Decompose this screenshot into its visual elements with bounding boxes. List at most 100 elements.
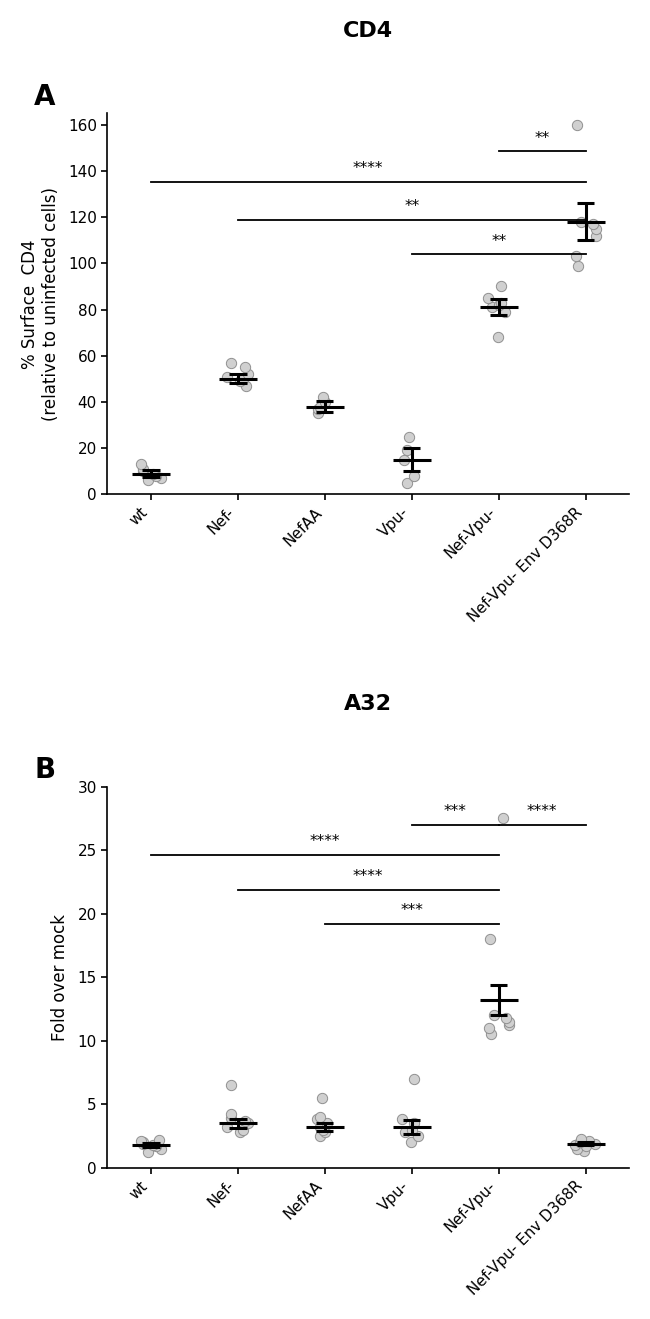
Point [487,297,497,318]
Point [320,1121,331,1142]
Point [573,255,584,276]
Point [138,459,148,480]
Point [580,1136,591,1157]
Point [136,454,146,475]
Point [576,211,586,232]
Point [402,472,412,493]
Point [222,1116,232,1137]
Point [584,1130,595,1151]
Point [571,115,582,136]
Point [156,468,166,489]
Point [237,1119,248,1140]
Point [396,1109,407,1130]
Y-axis label: Fold over mock: Fold over mock [51,914,70,1041]
Point [138,460,148,481]
Point [148,1134,159,1155]
Point [226,1075,236,1096]
Point [489,1005,499,1026]
Point [398,450,409,471]
Point [496,276,506,297]
Text: ***: *** [400,904,423,918]
Point [313,402,323,423]
Text: **: ** [534,131,550,145]
Text: **: ** [404,199,419,214]
Text: A: A [34,83,56,111]
Point [138,1132,148,1153]
Point [409,466,419,487]
Point [222,365,232,386]
Point [138,1133,148,1154]
Point [406,1132,416,1153]
Point [484,929,495,950]
Point [409,1113,419,1134]
Point [402,441,412,462]
Point [404,426,414,447]
Point [571,245,581,266]
Point [320,392,331,413]
Point [154,1129,164,1150]
Text: **: ** [491,233,506,248]
Point [498,807,508,828]
Point [318,1119,328,1140]
Point [591,218,601,239]
Point [591,226,601,247]
Text: ****: **** [527,805,558,819]
Point [590,1133,600,1154]
Point [235,1121,245,1142]
Point [579,1141,590,1162]
Point [226,1104,236,1125]
Point [500,301,510,322]
Point [240,1111,250,1132]
Point [243,364,254,385]
Point [500,1008,511,1029]
Point [156,1138,166,1159]
Point [315,1116,325,1137]
Text: ****: **** [353,869,384,884]
Point [504,1014,514,1035]
Point [315,396,326,417]
Point [493,327,503,348]
Point [494,294,504,315]
Point [409,1068,419,1089]
Point [315,1107,325,1128]
Point [588,214,598,235]
Point [226,1108,237,1129]
Point [143,470,153,491]
Point [575,1132,586,1153]
Point [484,1017,494,1038]
Point [495,291,506,313]
Point [577,1128,587,1149]
Text: ****: **** [353,161,384,177]
Point [504,1012,514,1033]
Point [407,1119,417,1140]
Point [311,1109,322,1130]
Point [570,1134,580,1155]
Point [413,1125,423,1146]
Title: A32: A32 [344,694,392,714]
Point [148,463,159,484]
Point [143,1142,153,1163]
Point [226,352,237,373]
Point [240,356,250,377]
Text: ***: *** [444,805,467,819]
Point [237,368,248,389]
Point [136,1130,146,1151]
Point [151,1136,161,1157]
Text: B: B [34,756,55,783]
Point [243,1113,254,1134]
Text: ****: **** [309,835,340,849]
Title: CD4: CD4 [343,21,393,41]
Point [241,375,252,396]
Point [486,1024,497,1045]
Point [318,386,328,408]
Point [572,1138,582,1159]
Point [483,288,493,309]
Point [317,1087,327,1108]
Point [235,371,245,392]
Point [322,1113,333,1134]
Y-axis label: % Surface  CD4
(relative to uninfected cells): % Surface CD4 (relative to uninfected ce… [21,187,60,421]
Point [151,466,161,487]
Point [313,398,323,419]
Point [400,1121,410,1142]
Point [315,1125,326,1146]
